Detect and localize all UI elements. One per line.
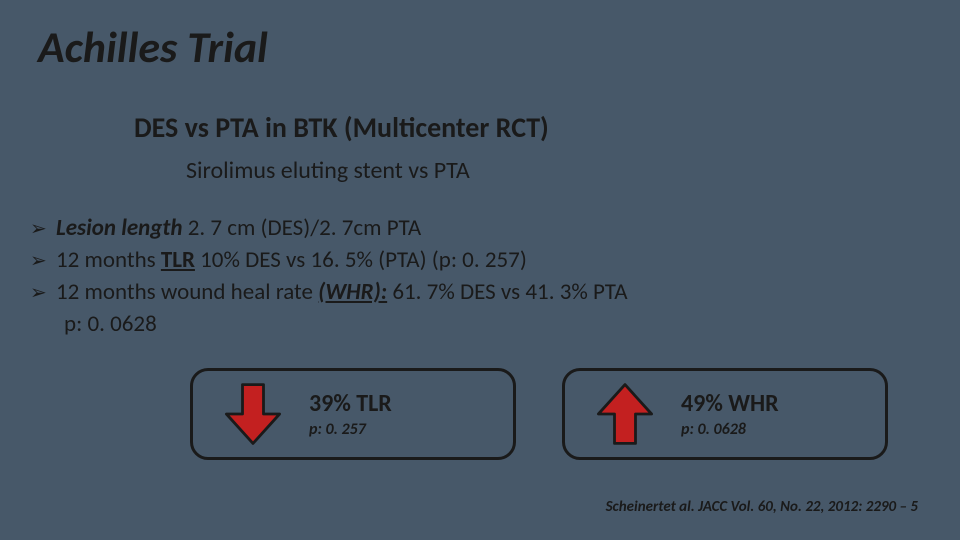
stat-pvalue: p: 0. 257 bbox=[309, 420, 392, 439]
bullet-marker-icon: ➢ bbox=[30, 246, 56, 276]
arrow-up-icon bbox=[577, 375, 673, 453]
bullet-item: ➢Lesion length 2. 7 cm (DES)/2. 7cm PTA bbox=[30, 214, 910, 244]
stat-headline: 49% WHR bbox=[681, 389, 779, 418]
stat-text-block: 39% TLR p: 0. 257 bbox=[309, 389, 392, 439]
bullet-item: ➢12 months TLR 10% DES vs 16. 5% (PTA) (… bbox=[30, 246, 910, 276]
bullet-text: 12 months wound heal rate (WHR): 61. 7% … bbox=[56, 278, 910, 308]
arrow-down-icon bbox=[205, 375, 301, 453]
bullet-continuation: p: 0. 0628 bbox=[30, 310, 910, 340]
stat-boxes-row: 39% TLR p: 0. 257 49% WHR p: 0. 0628 bbox=[190, 368, 888, 460]
stat-box: 39% TLR p: 0. 257 bbox=[190, 368, 516, 460]
citation-text: Scheinertet al. JACC Vol. 60, No. 22, 20… bbox=[606, 498, 918, 516]
slide-subsubtitle: Sirolimus eluting stent vs PTA bbox=[186, 156, 470, 185]
bullet-text: Lesion length 2. 7 cm (DES)/2. 7cm PTA bbox=[56, 214, 910, 244]
bullet-text: 12 months TLR 10% DES vs 16. 5% (PTA) (p… bbox=[56, 246, 910, 276]
bullet-list: ➢Lesion length 2. 7 cm (DES)/2. 7cm PTA➢… bbox=[30, 214, 910, 340]
bullet-item: ➢12 months wound heal rate (WHR): 61. 7%… bbox=[30, 278, 910, 308]
slide-title: Achilles Trial bbox=[38, 20, 268, 74]
stat-text-block: 49% WHR p: 0. 0628 bbox=[681, 389, 779, 439]
bullet-marker-icon: ➢ bbox=[30, 278, 56, 308]
stat-pvalue: p: 0. 0628 bbox=[681, 420, 779, 439]
bullet-marker-icon: ➢ bbox=[30, 214, 56, 244]
stat-box: 49% WHR p: 0. 0628 bbox=[562, 368, 888, 460]
slide-subtitle: DES vs PTA in BTK (Multicenter RCT) bbox=[134, 110, 549, 145]
stat-headline: 39% TLR bbox=[309, 389, 392, 418]
